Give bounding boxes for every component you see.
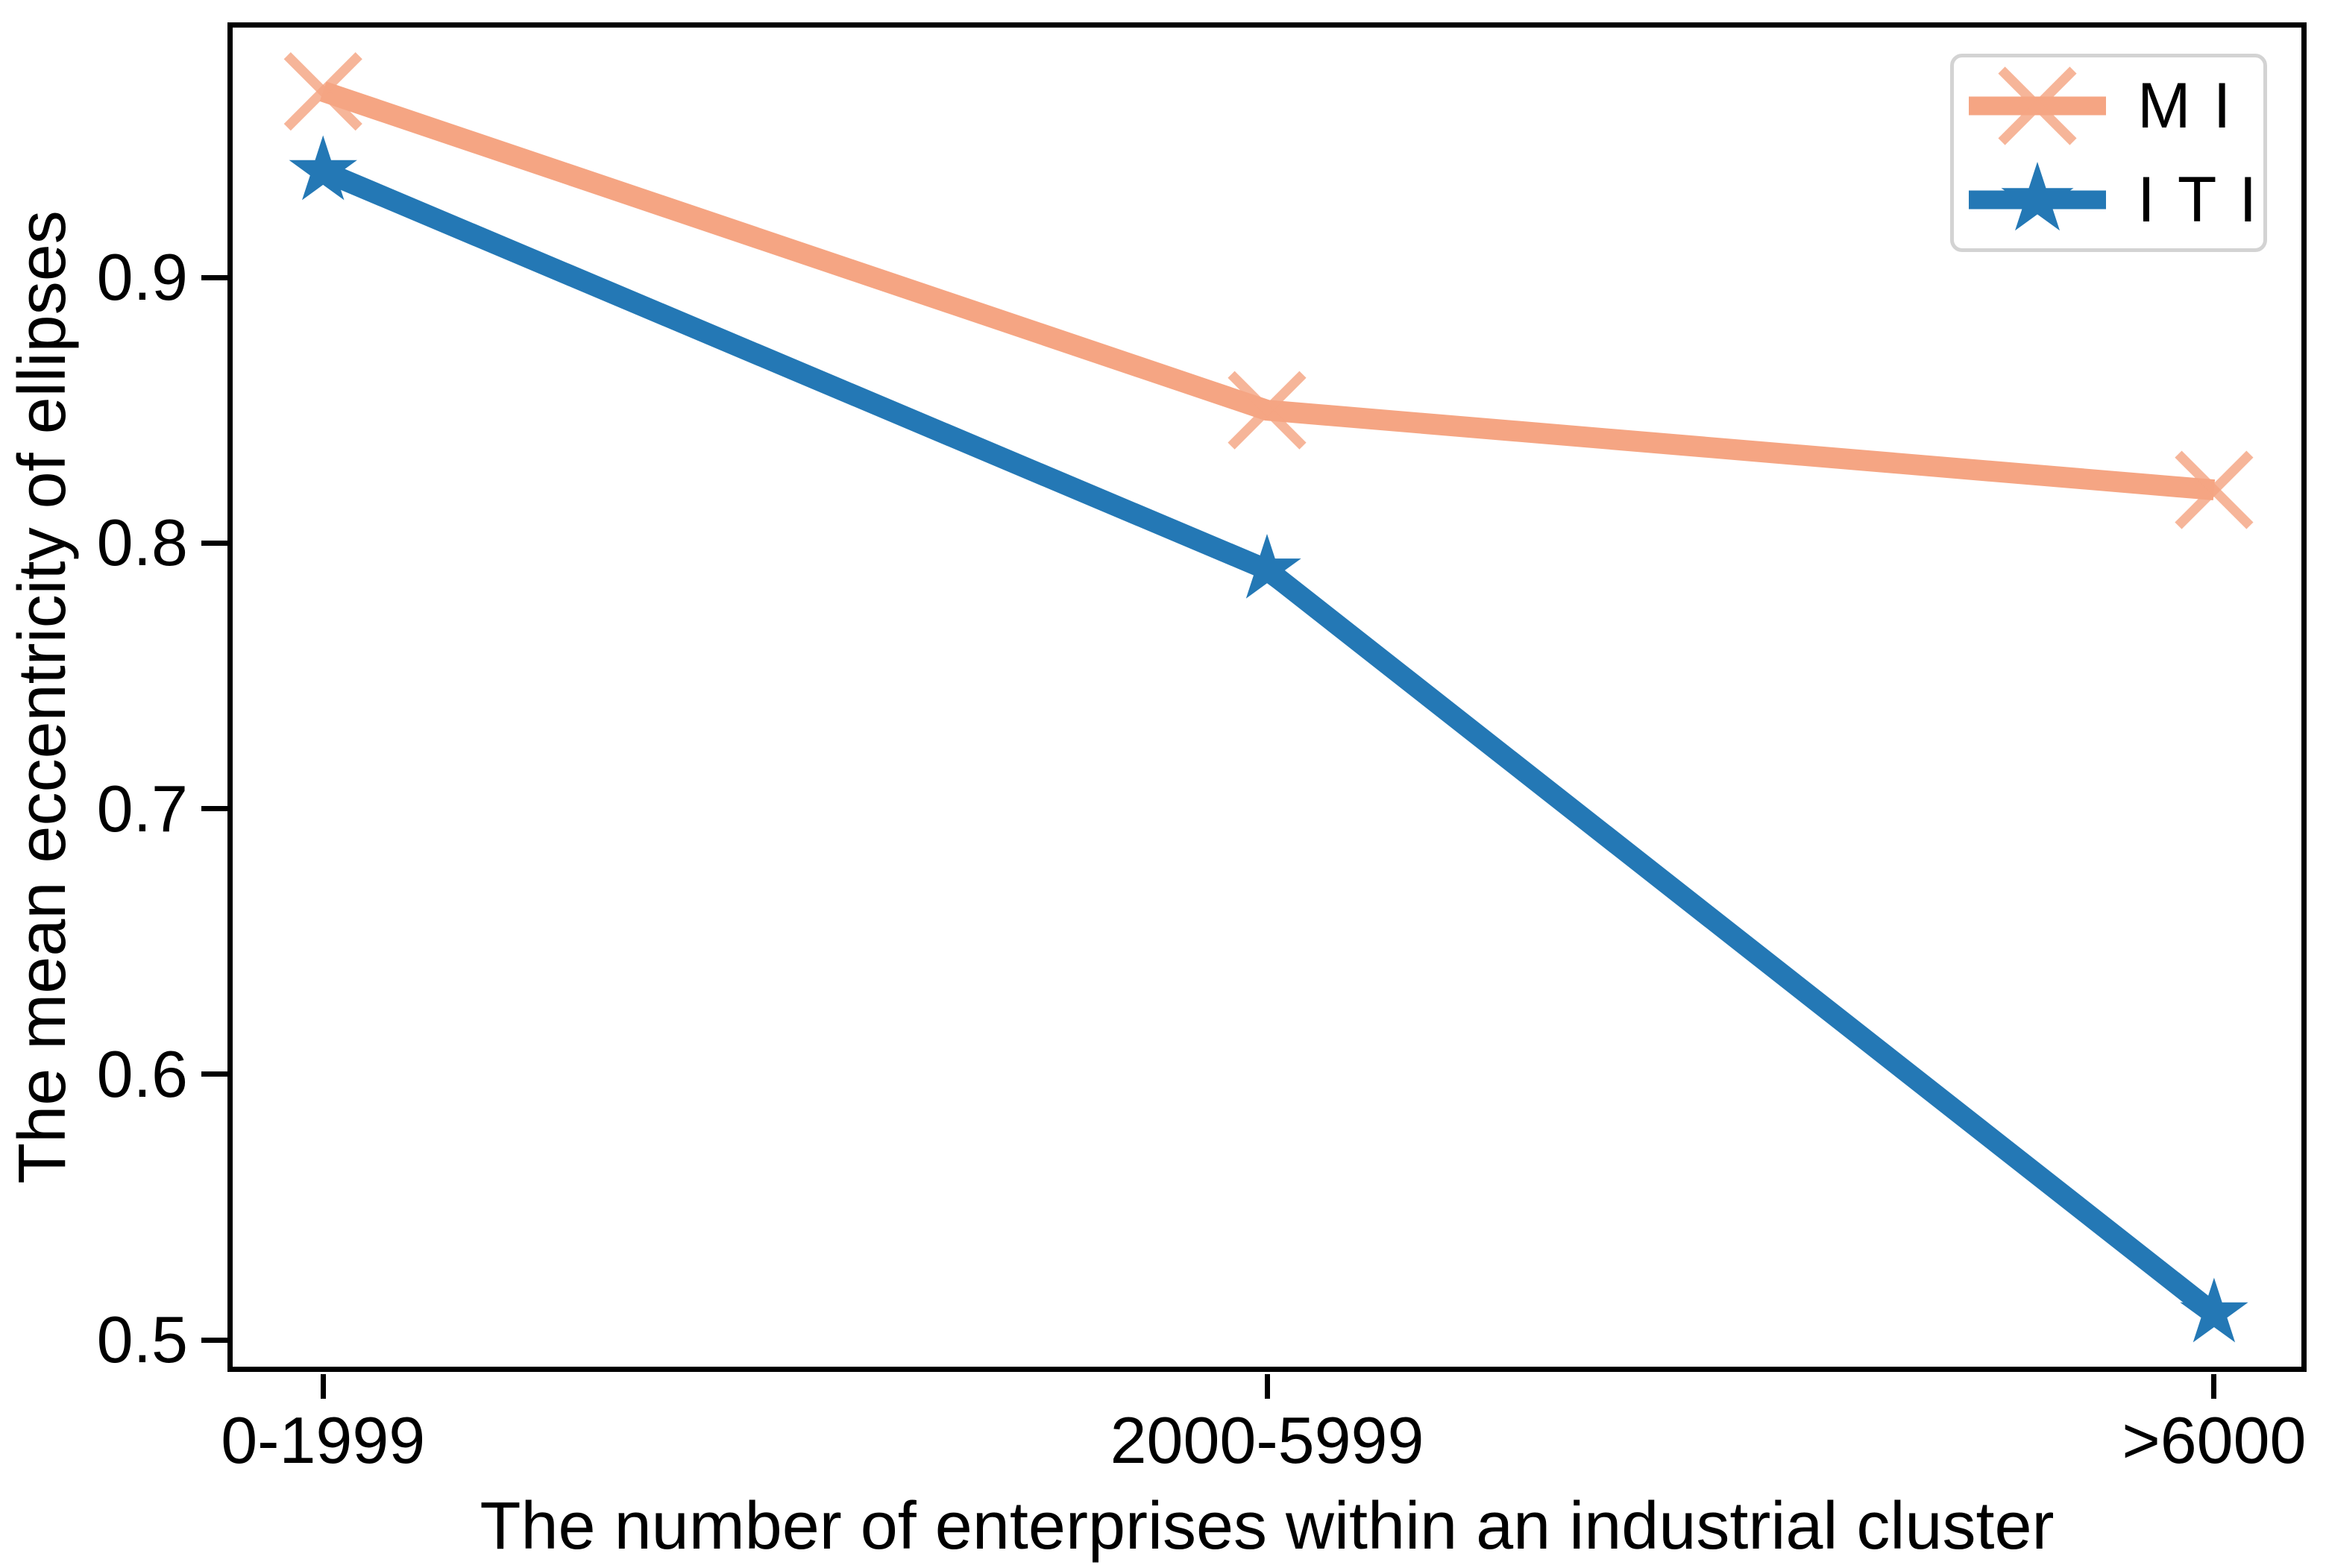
x-tick-label: 0-1999 <box>221 1403 426 1477</box>
legend-item-mi: MI <box>1966 64 2263 148</box>
y-tick-mark <box>201 1071 227 1077</box>
legend: MI ITI <box>1950 54 2267 252</box>
x-tick-label: >6000 <box>2122 1403 2307 1477</box>
plot-border <box>227 22 2307 1372</box>
y-tick-label: 0.6 <box>96 1036 188 1111</box>
x-tick-mark <box>320 1374 326 1399</box>
x-marker <box>2175 450 2254 529</box>
x-marker <box>283 52 362 131</box>
y-tick-mark <box>201 540 227 546</box>
star-marker <box>1233 534 1301 599</box>
y-tick-mark <box>201 1337 227 1343</box>
y-tick-label: 0.9 <box>96 240 188 315</box>
star-marker <box>2001 162 2074 231</box>
y-tick-mark <box>201 274 227 280</box>
star-marker <box>2180 1277 2248 1343</box>
iti-line-series <box>318 161 2221 1322</box>
x-marker <box>1228 371 1307 450</box>
y-axis-label: The mean eccentricity of ellipses <box>5 210 80 1184</box>
x-tick-mark <box>2211 1374 2217 1399</box>
legend-label-mi: MI <box>2137 70 2254 142</box>
y-tick-label: 0.7 <box>96 771 188 846</box>
legend-swatch-x-icon <box>1969 66 2106 145</box>
x-tick-label: 2000-5999 <box>1110 1403 1424 1477</box>
y-tick-mark <box>201 806 227 812</box>
plot-area <box>227 22 2307 1372</box>
x-marker <box>1998 66 2077 145</box>
legend-label-iti: ITI <box>2137 164 2280 236</box>
y-tick-label: 0.5 <box>96 1303 188 1377</box>
y-tick-label: 0.8 <box>96 506 188 580</box>
legend-swatch-star-icon <box>1969 162 2106 231</box>
legend-item-iti: ITI <box>1966 158 2263 242</box>
x-axis-label: The number of enterprises within an indu… <box>480 1489 2055 1564</box>
x-tick-mark <box>1264 1374 1270 1399</box>
star-marker <box>289 135 357 201</box>
